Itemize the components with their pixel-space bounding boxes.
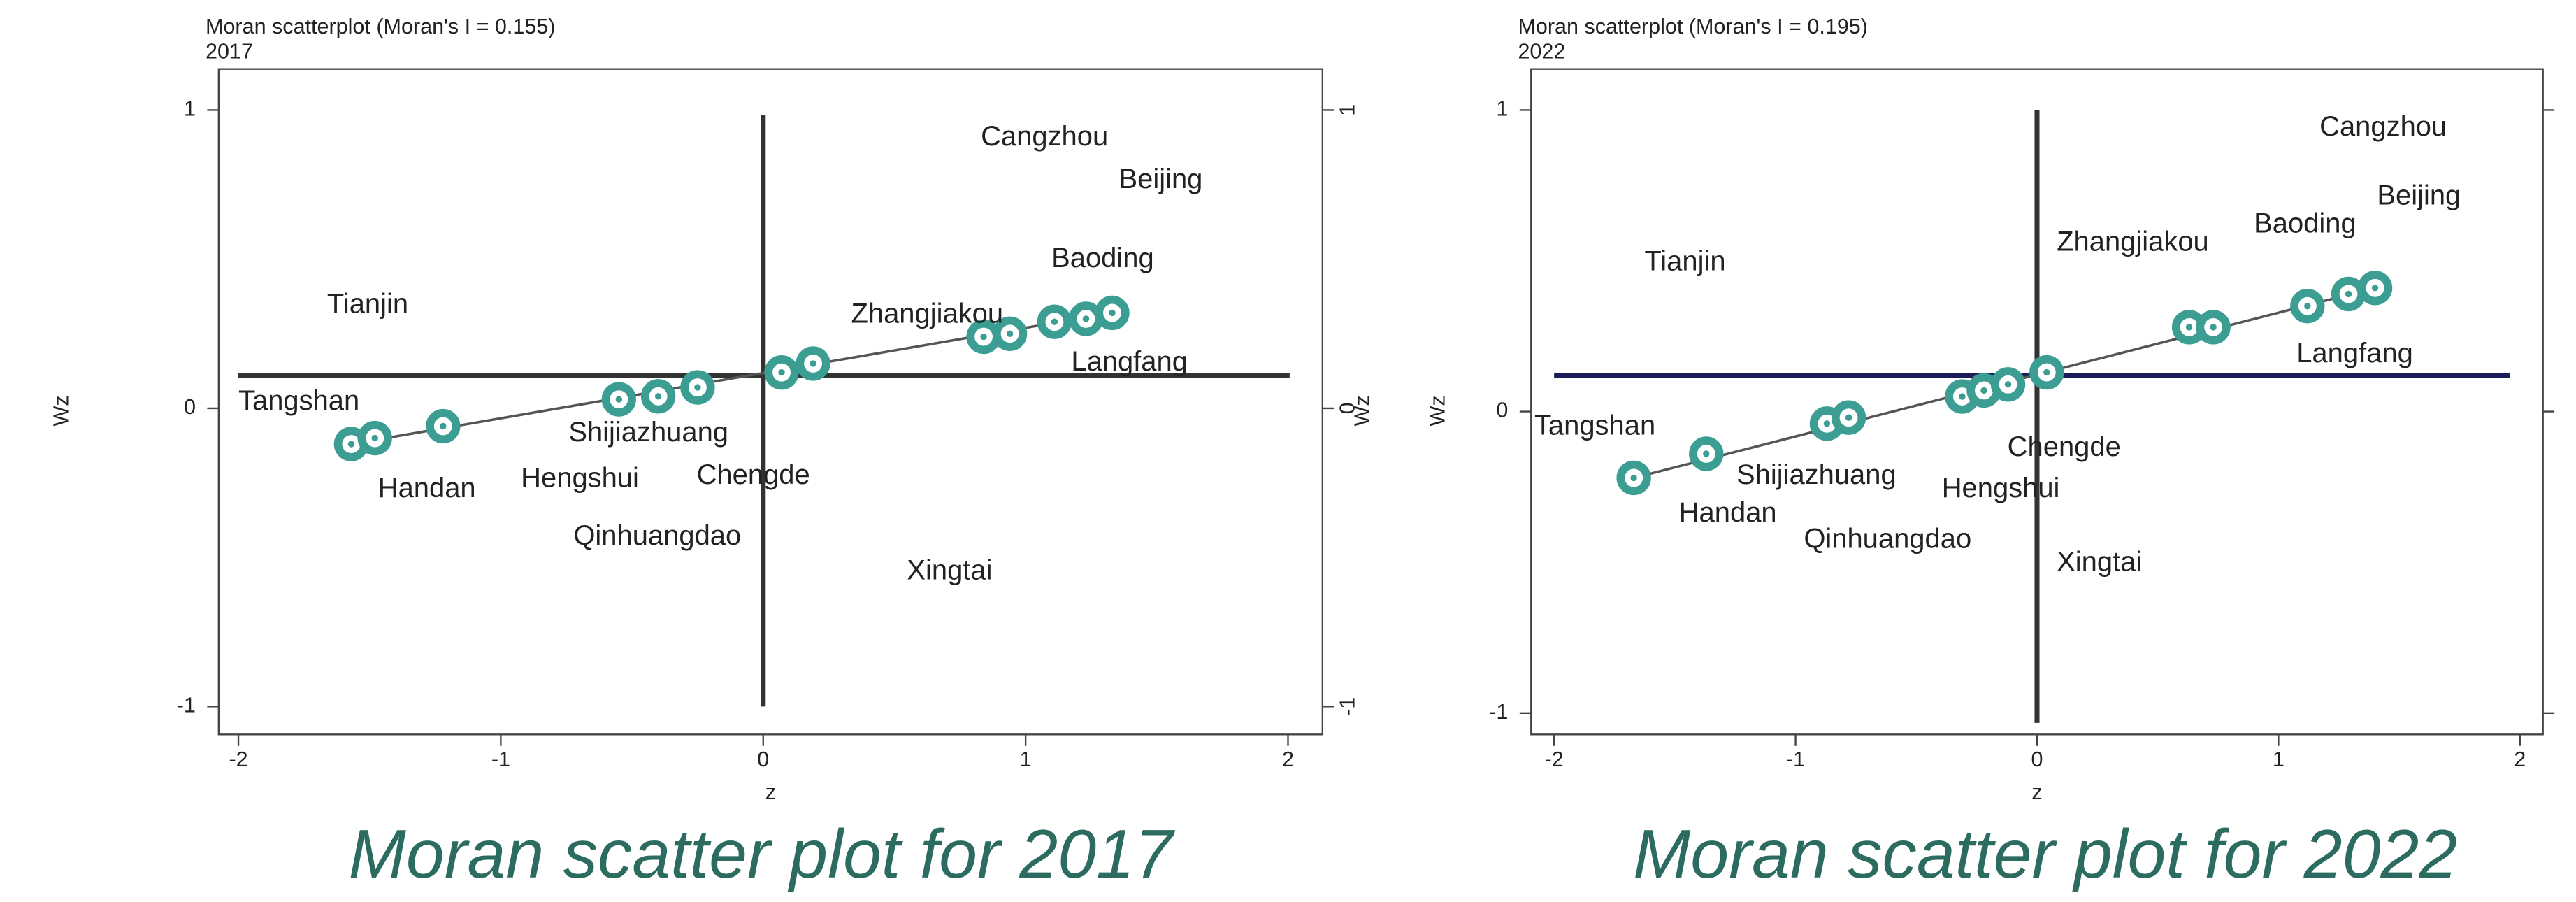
point-center (2304, 302, 2311, 310)
point-label: Zhangjiakou (2057, 226, 2209, 257)
point-label: Xingtai (907, 554, 992, 585)
point-center (2185, 324, 2193, 331)
x-tick-label: -1 (491, 747, 510, 771)
y-tick-label-right: -1 (1336, 697, 1360, 716)
point-center (810, 360, 816, 367)
point-label: Langfang (1071, 346, 1188, 377)
point-label: Cangzhou (981, 121, 1108, 152)
y-tick-label: 1 (1496, 96, 1508, 120)
point-label: Cangzhou (2319, 111, 2447, 142)
caption: Moran scatter plot for 2017 (349, 815, 1175, 892)
point-label: Shijiazhuang (1736, 459, 1897, 490)
y-axis-label: Wz (50, 395, 73, 426)
x-tick-label: 2 (1282, 747, 1294, 771)
point-label: Tangshan (1534, 410, 1655, 441)
x-tick-label: 0 (757, 747, 769, 771)
point-center (1082, 315, 1090, 322)
point-label: Qinhuangdao (573, 520, 741, 551)
point-center (654, 393, 662, 400)
point-label: Chengde (2008, 431, 2121, 462)
point-center (778, 369, 785, 376)
point-label: Tianjin (327, 289, 408, 320)
point-center (694, 384, 701, 391)
point-label: Xingtai (2057, 547, 2142, 578)
chart-title: Moran scatterplot (Moran's I = 0.195) (1518, 15, 1868, 38)
x-tick-label: 1 (2273, 747, 2284, 771)
point-center (2371, 285, 2379, 292)
point-label: Beijing (2377, 180, 2461, 211)
point-label: Tangshan (238, 385, 359, 416)
point-label: Handan (1679, 497, 1777, 528)
point-center (440, 422, 447, 430)
point-label: Tianjin (1644, 246, 1725, 277)
y-axis-label: Wz (1426, 395, 1450, 426)
y-tick-label: -1 (177, 693, 196, 717)
point-center (2210, 324, 2217, 331)
point-center (980, 333, 987, 341)
x-tick-label: 2 (2514, 747, 2526, 771)
point-center (1823, 420, 1831, 427)
point-center (2345, 290, 2352, 298)
y-tick-label: 0 (1496, 399, 1508, 422)
chart-subtitle: 2022 (1518, 39, 1565, 63)
x-tick-label: -2 (229, 747, 247, 771)
y-tick-label: -1 (1489, 700, 1508, 724)
point-center (2043, 368, 2050, 376)
point-center (615, 396, 623, 403)
point-center (1703, 450, 1710, 457)
point-center (371, 434, 378, 442)
point-label: Beijing (1118, 164, 1202, 194)
x-tick-label: -2 (1545, 747, 1564, 771)
x-tick-label: 1 (1020, 747, 1032, 771)
point-label: Hengshui (1942, 473, 2060, 503)
x-tick-label: -1 (1786, 747, 1805, 771)
point-label: Handan (378, 473, 476, 503)
point-center (1980, 387, 1987, 394)
point-center (2004, 381, 2012, 388)
x-axis-label: z (765, 780, 776, 804)
point-label: Baoding (2254, 208, 2356, 238)
point-label: Zhangjiakou (851, 299, 1003, 329)
x-tick-label: 0 (2031, 747, 2043, 771)
point-label: Qinhuangdao (1804, 524, 1971, 554)
point-center (1006, 330, 1014, 337)
point-center (1630, 474, 1637, 482)
caption: Moran scatter plot for 2022 (1633, 815, 2457, 892)
y-tick-label-right: 0 (1336, 402, 1360, 414)
point-center (1845, 414, 1852, 421)
point-center (1051, 318, 1058, 325)
x-axis-label: z (2031, 780, 2042, 804)
point-label: Chengde (697, 459, 810, 490)
point-label: Shijiazhuang (568, 417, 728, 448)
y-axis-label-right: Wz (1351, 395, 1374, 426)
y-tick-label: 0 (184, 395, 196, 419)
point-center (347, 441, 355, 448)
point-label: Hengshui (521, 463, 639, 494)
y-tick-label-right: 1 (1336, 104, 1360, 116)
chart-subtitle: 2017 (206, 39, 253, 63)
point-center (1959, 393, 1966, 400)
y-tick-label: 1 (184, 96, 196, 120)
chart-title: Moran scatterplot (Moran's I = 0.155) (206, 15, 556, 38)
point-center (1109, 309, 1116, 317)
plot-frame (217, 68, 1324, 736)
point-label: Langfang (2296, 338, 2413, 368)
point-label: Baoding (1051, 243, 1154, 273)
